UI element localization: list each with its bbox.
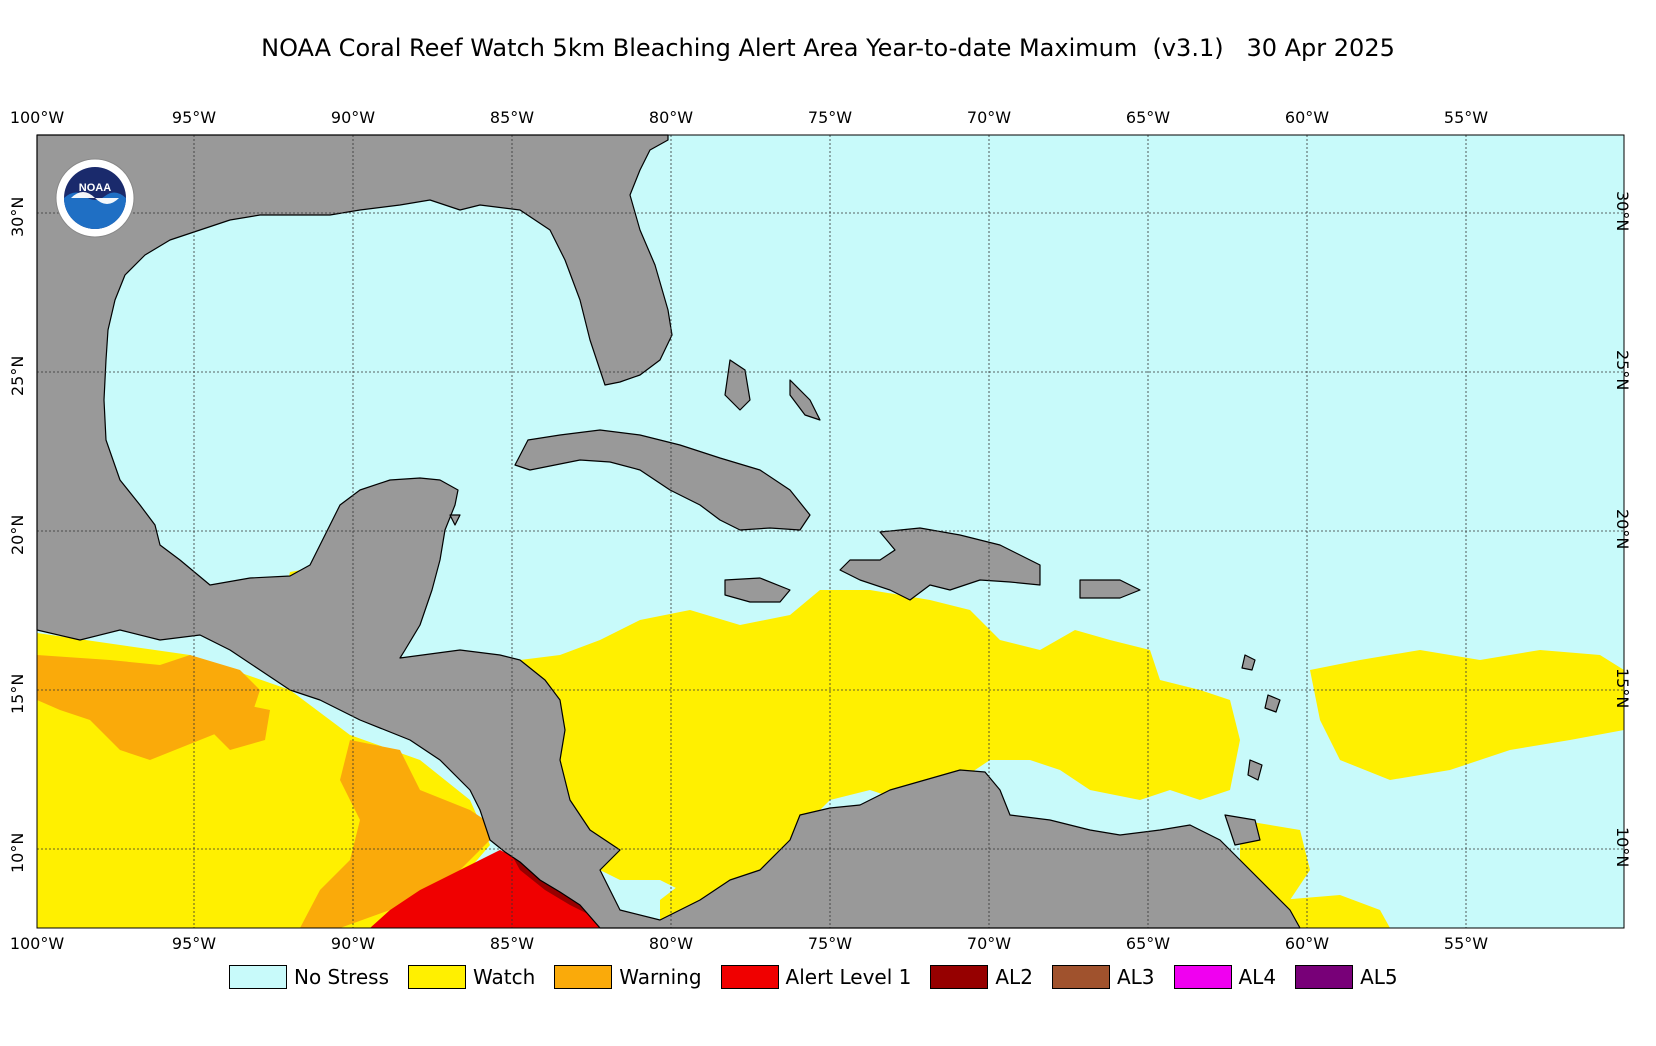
lon-label: 80°W [648, 108, 694, 127]
legend-item-no-stress: No Stress [229, 965, 389, 989]
legend-swatch [1051, 965, 1110, 989]
lon-label: 55°W [1443, 108, 1489, 127]
legend-item-warning: Warning [554, 965, 702, 989]
legend: No Stress Watch Warning Alert Level 1 AL… [229, 964, 1417, 990]
legend-swatch [408, 965, 467, 989]
legend-label: Alert Level 1 [785, 965, 912, 989]
lon-label: 85°W [489, 108, 535, 127]
lon-label: 70°W [966, 108, 1012, 127]
legend-label: AL5 [1360, 965, 1398, 989]
land-cuba [514, 429, 811, 531]
legend-item-watch: Watch [408, 965, 535, 989]
lon-label: 100°W [9, 108, 65, 127]
lon-label: 90°W [330, 108, 376, 127]
legend-label: AL3 [1116, 965, 1155, 989]
lat-label: 25°N [8, 355, 27, 396]
legend-label: Watch [473, 965, 536, 989]
legend-swatch [229, 965, 287, 989]
lon-label: 75°W [807, 108, 853, 127]
map-title: NOAA Coral Reef Watch 5km Bleaching Aler… [261, 34, 1395, 62]
lat-label: 30°N [8, 196, 27, 237]
lon-label: 75°W [807, 934, 853, 953]
lon-label: 55°W [1443, 934, 1489, 953]
lon-label: 65°W [1125, 108, 1171, 127]
lat-label: 15°N [1613, 668, 1632, 709]
alert-level-1-areas [370, 850, 630, 928]
lon-label: 95°W [171, 108, 217, 127]
lon-label: 100°W [9, 934, 65, 953]
map-frame [36, 134, 1625, 929]
lon-label: 70°W [966, 934, 1012, 953]
legend-swatch [1295, 965, 1354, 989]
lat-label: 10°N [8, 832, 27, 873]
lon-label: 95°W [171, 934, 217, 953]
legend-swatch [554, 965, 613, 989]
lat-label: 15°N [8, 673, 27, 714]
lat-label: 10°N [1613, 827, 1632, 868]
land-jamaica [724, 577, 791, 603]
lon-label: 65°W [1125, 934, 1171, 953]
legend-label: AL4 [1238, 965, 1277, 989]
land-puerto-rico [1079, 579, 1141, 599]
legend-swatch [930, 965, 989, 989]
legend-swatch [720, 965, 779, 989]
lon-label: 60°W [1284, 934, 1330, 953]
lon-label: 80°W [648, 934, 694, 953]
legend-item-alert-level-1: Alert Level 1 [720, 965, 912, 989]
legend-item-al2: AL2 [930, 965, 1033, 989]
legend-label: No Stress [294, 965, 390, 989]
legend-swatch [1173, 965, 1232, 989]
legend-item-al4: AL4 [1173, 965, 1277, 989]
lat-label: 30°N [1613, 191, 1632, 232]
land-hispaniola [839, 527, 1041, 601]
graticule [37, 135, 1624, 928]
lat-label: 20°N [1613, 509, 1632, 550]
legend-label: Warning [619, 965, 702, 989]
lon-label: 90°W [330, 934, 376, 953]
noaa-logo-text: NOAA [79, 182, 111, 194]
legend-label: AL2 [995, 965, 1033, 989]
lat-label: 25°N [1613, 350, 1632, 391]
legend-item-al5: AL5 [1295, 965, 1398, 989]
legend-item-al3: AL3 [1051, 965, 1155, 989]
lon-label: 85°W [489, 934, 535, 953]
lon-label: 60°W [1284, 108, 1330, 127]
lat-label: 20°N [8, 514, 27, 555]
noaa-logo: NOAA [55, 158, 135, 238]
